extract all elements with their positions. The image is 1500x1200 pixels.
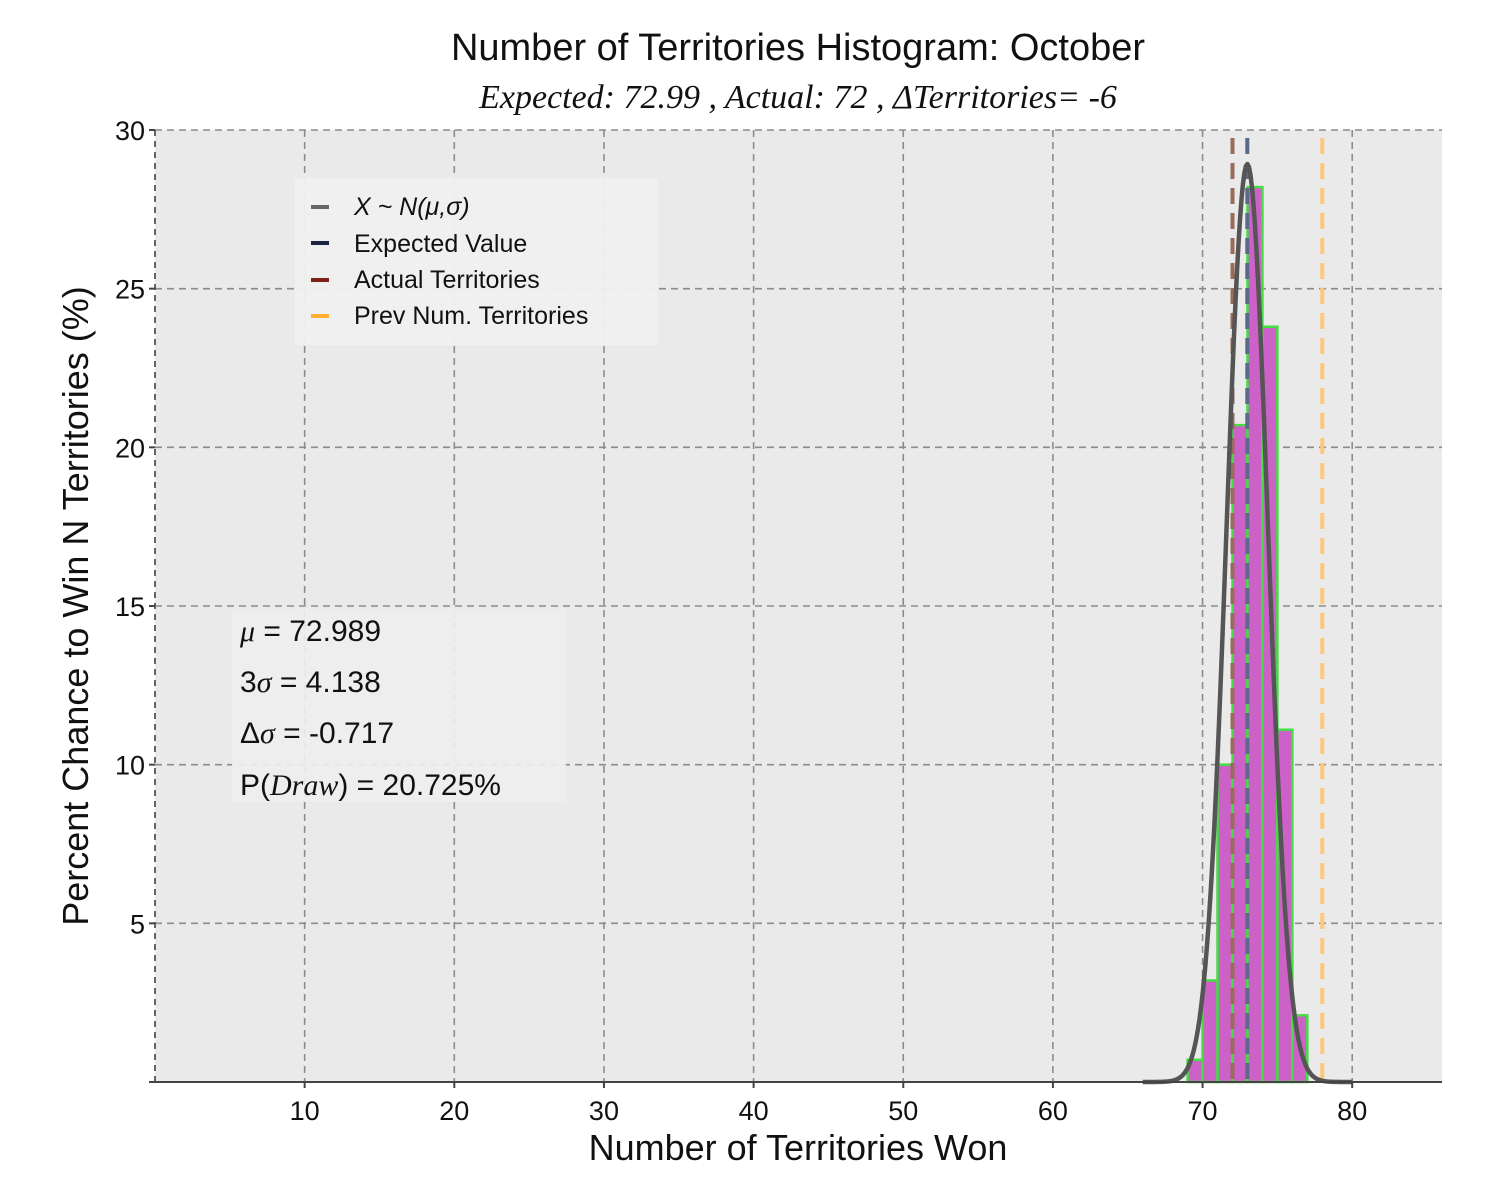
x-tick-label: 50 — [888, 1096, 918, 1126]
stat-dsigma: Δσ = -0.717 — [240, 717, 394, 750]
stat-3sigma-value: = 4.138 — [271, 666, 380, 699]
x-tick-label: 10 — [290, 1096, 320, 1126]
stat-3sigma-symbol: σ — [257, 666, 273, 699]
histogram-bar — [1231, 423, 1249, 1084]
y-tick-label: 20 — [115, 433, 145, 463]
tick-labels: 10 20 30 40 50 60 70 80 5 10 15 20 25 30 — [115, 116, 1367, 1126]
normal-curve-layer — [1141, 161, 1353, 1085]
y-tick-label: 10 — [115, 751, 145, 781]
stat-mu-value: = 72.989 — [255, 615, 381, 648]
y-axis-label: Percent Chance to Win N Territories (%) — [55, 286, 96, 926]
stat-dsigma-value: = -0.717 — [275, 717, 394, 750]
x-tick-label: 40 — [739, 1096, 769, 1126]
stats-box-bg — [232, 609, 566, 802]
stats-box: μ = 72.989 3σ = 4.138 Δσ = -0.717 P(Draw… — [232, 609, 566, 802]
x-tick-label: 30 — [589, 1096, 619, 1126]
legend: X ~ N(μ,σ) Expected Value Actual Territo… — [295, 178, 658, 345]
stat-pdraw: P(Draw) = 20.725% — [240, 769, 501, 802]
legend-label-normal: X ~ N(μ,σ) — [353, 193, 470, 221]
stat-pdraw-symbol: Draw — [269, 769, 338, 802]
normal-curve — [1141, 161, 1353, 1085]
stat-3sigma-prefix: 3 — [240, 666, 257, 699]
y-tick-label: 25 — [115, 275, 145, 305]
chart-subtitle: Expected: 72.99 , Actual: 72 , ΔTerritor… — [478, 79, 1117, 116]
y-tick-label: 5 — [130, 909, 145, 939]
legend-label-prev: Prev Num. Territories — [354, 302, 588, 330]
x-tick-label: 60 — [1038, 1096, 1068, 1126]
stat-dsigma-prefix: Δ — [240, 717, 260, 750]
x-axis-label: Number of Territories Won — [589, 1127, 1008, 1168]
legend-box — [295, 178, 658, 345]
y-tick-label: 30 — [115, 116, 145, 146]
reference-lines — [1230, 138, 1325, 1082]
stat-pdraw-value: ) = 20.725% — [338, 769, 501, 802]
histogram-bar — [1201, 979, 1219, 1084]
y-tick-label: 15 — [115, 592, 145, 622]
stat-pdraw-prefix: P( — [240, 769, 270, 802]
legend-label-actual: Actual Territories — [354, 266, 540, 294]
x-tick-label: 70 — [1188, 1096, 1218, 1126]
stat-mu: μ = 72.989 — [239, 615, 381, 648]
legend-label-expected: Expected Value — [354, 230, 527, 258]
x-tick-label: 80 — [1337, 1096, 1367, 1126]
stat-mu-symbol: μ — [239, 615, 255, 648]
stat-dsigma-symbol: σ — [260, 717, 276, 750]
x-tick-label: 20 — [439, 1096, 469, 1126]
histogram-bar — [1216, 763, 1234, 1084]
chart-title: Number of Territories Histogram: October — [451, 27, 1145, 69]
stat-3sigma: 3σ = 4.138 — [240, 666, 381, 699]
axes — [149, 129, 1442, 1088]
